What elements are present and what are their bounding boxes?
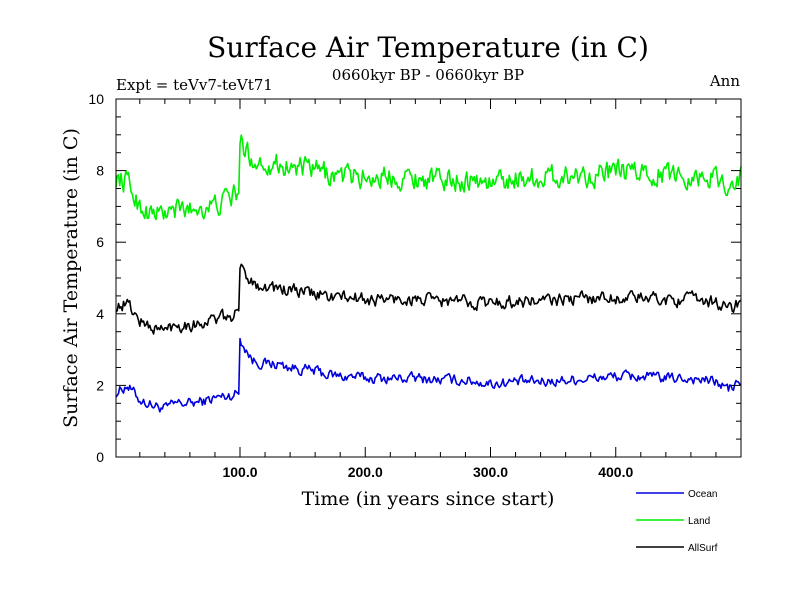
y-tick-label: 0	[96, 449, 104, 465]
chart-title: Surface Air Temperature (in C)	[207, 31, 649, 64]
season-label: Ann	[709, 72, 740, 90]
x-tick-label: 100.0	[222, 464, 257, 480]
ticks-layer	[116, 98, 741, 458]
series-line-ocean	[115, 337, 742, 413]
legend-label-land: Land	[688, 516, 710, 527]
y-axis-label: Surface Air Temperature (in C)	[60, 128, 82, 428]
legend: Ocean Land AllSurf	[636, 489, 718, 554]
series-layer	[115, 134, 742, 413]
chart-subtitle: 0660kyr BP - 0660kyr BP	[332, 66, 524, 84]
legend-label-ocean: Ocean	[688, 489, 717, 500]
series-line-land	[115, 134, 742, 221]
experiment-label: Expt = teVv7-teVt71	[116, 76, 273, 94]
y-tick-label: 8	[96, 163, 104, 179]
x-axis-label: Time (in years since start)	[302, 488, 555, 510]
y-tick-label: 10	[88, 91, 104, 107]
x-tick-label: 200.0	[348, 464, 383, 480]
series-line-allsurf	[115, 263, 742, 335]
legend-label-allsurf: AllSurf	[688, 543, 718, 554]
x-tick-label: 400.0	[598, 464, 633, 480]
tick-labels-layer: 100.0 200.0 300.0 400.0 0 2 4 6 8 10	[88, 91, 633, 480]
x-tick-label: 300.0	[473, 464, 508, 480]
y-tick-label: 6	[96, 234, 104, 250]
plot-frame	[115, 98, 742, 458]
y-tick-label: 2	[96, 377, 104, 393]
y-tick-label: 4	[96, 306, 104, 322]
